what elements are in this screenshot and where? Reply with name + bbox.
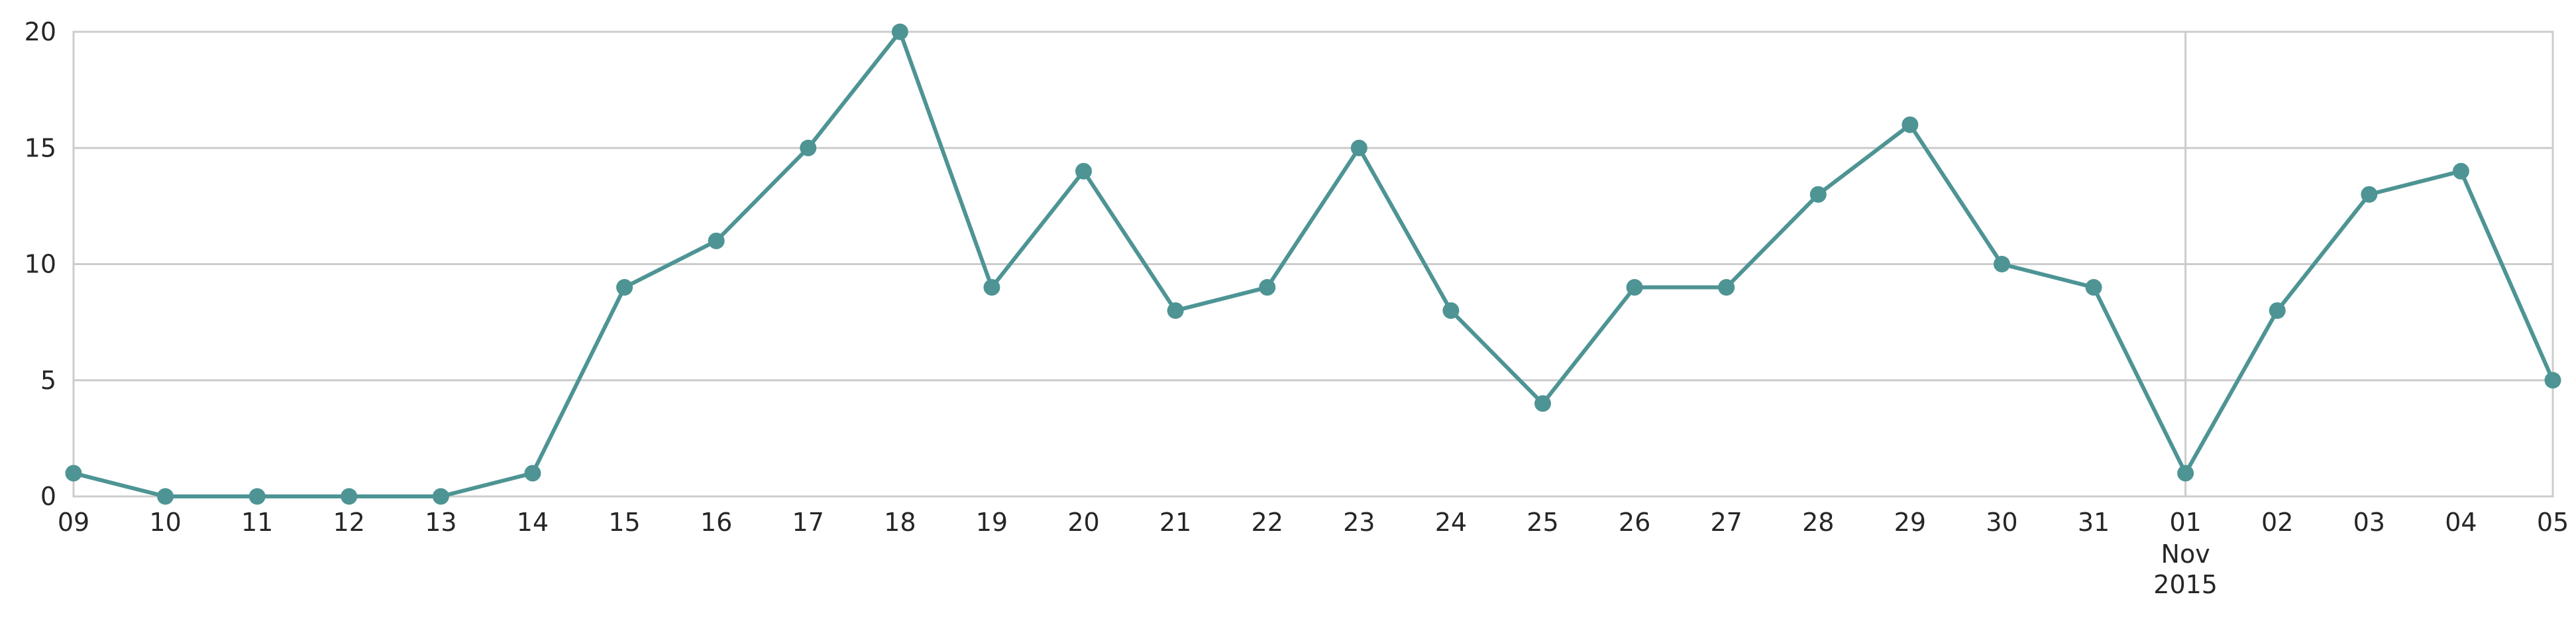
data-point <box>65 465 82 482</box>
x-tick-label: 11 <box>241 508 273 537</box>
x-tick-label: 31 <box>2078 508 2110 537</box>
x-tick-label: 20 <box>1067 508 1099 537</box>
data-point <box>708 232 725 249</box>
data-point <box>1075 162 1093 180</box>
data-point <box>248 488 266 505</box>
x-tick-label: 30 <box>1986 508 2017 537</box>
data-point <box>1442 302 1460 319</box>
data-point <box>524 465 541 482</box>
x-tick-label: 18 <box>884 508 916 537</box>
data-point <box>432 488 449 505</box>
x-tick-label: 16 <box>700 508 732 537</box>
x-tick-label: 15 <box>608 508 640 537</box>
x-tick-label: 14 <box>517 508 549 537</box>
x-tick-label: 22 <box>1252 508 1283 537</box>
x-tick-label: 12 <box>333 508 365 537</box>
grid-layer <box>74 30 2553 498</box>
data-point <box>1809 186 1827 203</box>
data-point <box>2177 465 2194 482</box>
x-tick-label: 01 <box>2169 508 2201 537</box>
plot-frame <box>72 30 2554 498</box>
x-major-label-month: Nov <box>2161 540 2210 569</box>
series-line <box>72 30 2555 498</box>
x-tick-label: 21 <box>1159 508 1191 537</box>
data-point <box>800 139 817 156</box>
y-tick-label: 0 <box>40 482 56 511</box>
series-layer <box>65 23 2561 505</box>
x-tick-label: 17 <box>792 508 824 537</box>
x-major-label-year: 2015 <box>2153 570 2218 599</box>
x-tick-label: 25 <box>1527 508 1558 537</box>
x-tick-label: 19 <box>976 508 1008 537</box>
x-tick-label: 24 <box>1435 508 1467 537</box>
data-point <box>2085 279 2102 296</box>
data-point <box>1718 279 1735 296</box>
data-point <box>983 279 1000 296</box>
data-point <box>1534 395 1551 412</box>
y-tick-label: 20 <box>25 17 56 46</box>
x-tick-label: 28 <box>1802 508 1834 537</box>
x-tick-label: 10 <box>149 508 181 537</box>
x-tick-label: 26 <box>1619 508 1650 537</box>
data-point <box>616 279 633 296</box>
x-tick-label: 05 <box>2537 508 2569 537</box>
data-point <box>2452 162 2469 180</box>
x-tick-label: 03 <box>2353 508 2385 537</box>
x-tick-label: 02 <box>2261 508 2293 537</box>
data-point <box>1167 302 1184 319</box>
axes-layer <box>72 30 2554 498</box>
y-tick-label: 15 <box>25 133 56 162</box>
x-tick-label: 29 <box>1894 508 1926 537</box>
x-tick-label: 23 <box>1343 508 1375 537</box>
data-point <box>2544 372 2561 389</box>
x-tick-label: 04 <box>2445 508 2477 537</box>
data-point <box>1259 279 1276 296</box>
data-point <box>2269 302 2286 319</box>
x-tick-label: 27 <box>1710 508 1742 537</box>
x-tick-label: 13 <box>425 508 456 537</box>
data-point <box>1993 256 2010 272</box>
data-point <box>1902 116 1919 133</box>
data-point <box>157 488 174 505</box>
y-tick-label: 10 <box>25 250 56 279</box>
data-point <box>1350 139 1368 156</box>
data-point <box>891 23 908 40</box>
y-tick-label: 5 <box>40 366 56 395</box>
data-point <box>1626 279 1643 296</box>
data-point <box>341 488 358 505</box>
data-point <box>2361 186 2378 203</box>
x-tick-label: 09 <box>58 508 89 537</box>
